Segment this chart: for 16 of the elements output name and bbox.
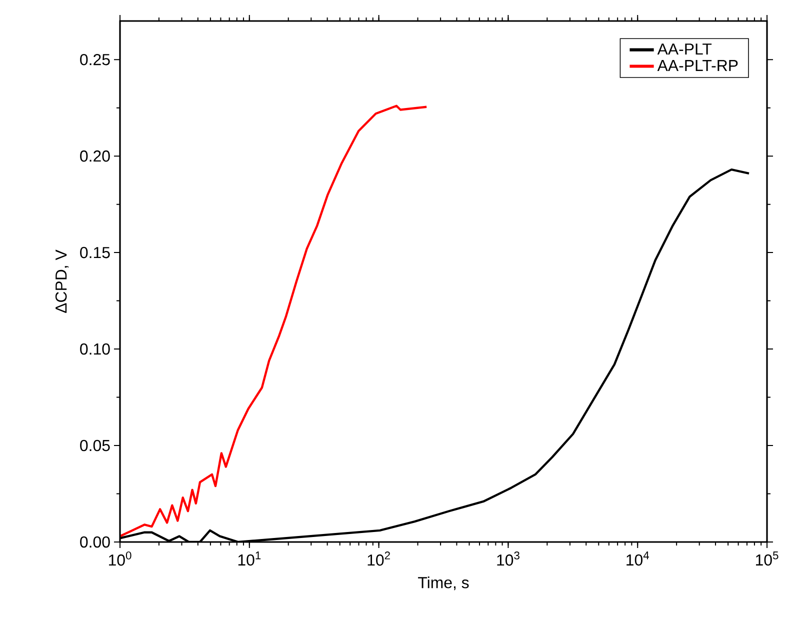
y-tick-label: 0.00 bbox=[80, 536, 110, 548]
x-tick-label: 10$^{5}$ bbox=[756, 552, 778, 566]
y-tick-label: 0.05 bbox=[80, 440, 110, 452]
x-tick-label: 10$^{2}$ bbox=[368, 552, 390, 566]
x-tick-label: 10$^{0}$ bbox=[109, 552, 132, 566]
x-tick-label: 10$^{3}$ bbox=[497, 552, 520, 566]
x-tick-label: 10$^{4}$ bbox=[626, 552, 649, 566]
x-axis-title: Time, s bbox=[418, 576, 469, 590]
y-axis-title: ΔCPD, V bbox=[55, 250, 69, 313]
legend-label: AA-PLT-RP bbox=[657, 60, 738, 71]
x-tick-label: 10$^{1}$ bbox=[238, 552, 261, 566]
y-tick-label: 0.10 bbox=[80, 343, 110, 355]
y-tick-label: 0.25 bbox=[80, 54, 110, 66]
legend-label: AA-PLT bbox=[657, 44, 712, 55]
y-tick-label: 0.15 bbox=[80, 246, 110, 258]
y-tick-label: 0.20 bbox=[80, 150, 110, 162]
